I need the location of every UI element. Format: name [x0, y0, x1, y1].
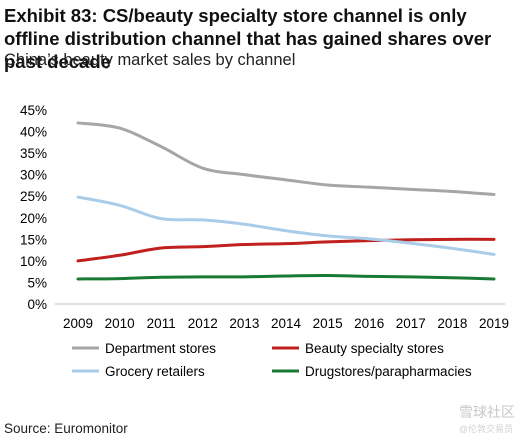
series-line-1 [76, 237, 496, 263]
legend-label: Beauty specialty stores [305, 341, 444, 356]
legend-label: Grocery retailers [105, 364, 205, 379]
y-tick-label: 15% [20, 232, 47, 247]
x-tick-label: 2019 [479, 316, 509, 331]
y-tick-label: 10% [20, 254, 47, 269]
x-tick-label: 2009 [63, 316, 93, 331]
x-tick-label: 2016 [354, 316, 384, 331]
legend-label: Department stores [105, 341, 216, 356]
y-tick-label: 5% [27, 275, 47, 290]
legend: Department stores Beauty specialty stores… [72, 341, 472, 379]
x-tick-label: 2015 [313, 316, 343, 331]
x-tick-label: 2018 [437, 316, 467, 331]
axis-layer: 0% 5% 10% 15% 20% 25% 30% 35% 40% 45% 2009 2010 2011… [20, 103, 509, 331]
y-tick-label: 45% [20, 103, 47, 118]
x-tick-label: 2013 [229, 316, 259, 331]
x-tick-label: 2017 [396, 316, 426, 331]
x-tick-label: 2014 [271, 316, 302, 331]
series-line-3 [76, 274, 496, 281]
y-tick-label: 40% [20, 125, 47, 140]
x-tick-label: 2011 [147, 316, 176, 331]
x-tick-label: 2010 [105, 316, 135, 331]
x-tick-label: 2012 [188, 316, 218, 331]
chart-subtitle: China’s beauty market sales by channel [4, 51, 296, 69]
watermark: 雪球社区 [459, 404, 515, 420]
y-tick-label: 0% [27, 297, 47, 312]
watermark-sub: @伦敦交易员 [458, 424, 513, 434]
y-tick-label: 20% [20, 211, 47, 226]
y-tick-label: 30% [20, 168, 47, 183]
chart-title: Exhibit 83: CS/beauty specialty store ch… [4, 5, 492, 72]
source-note: Source: Euromonitor [4, 421, 128, 436]
series-line-2 [76, 195, 496, 256]
series-layer [76, 121, 496, 281]
y-tick-label: 25% [20, 189, 47, 204]
series-line-0 [76, 121, 496, 196]
legend-label: Drugstores/parapharmacies [305, 364, 472, 379]
y-tick-label: 35% [20, 146, 47, 161]
